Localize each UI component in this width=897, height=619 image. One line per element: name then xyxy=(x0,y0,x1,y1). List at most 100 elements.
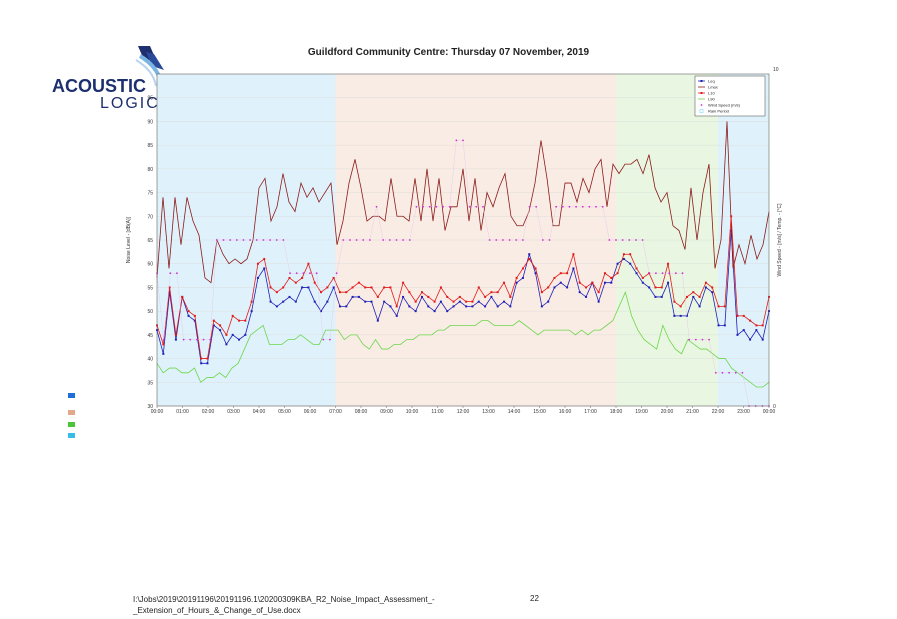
series-point xyxy=(250,300,253,303)
series-point xyxy=(711,291,714,294)
series-point xyxy=(540,291,543,294)
wind-speed-point xyxy=(222,239,225,241)
y2-tick-label: 10 xyxy=(773,67,779,73)
wind-speed-point xyxy=(588,205,591,208)
series-point xyxy=(219,329,222,332)
series-point xyxy=(162,343,165,346)
wind-speed-point xyxy=(728,371,730,374)
wind-speed-point xyxy=(482,205,484,208)
series-point xyxy=(420,291,423,294)
series-point xyxy=(181,295,184,298)
y-tick-label: 70 xyxy=(147,214,153,220)
x-tick-label: 08:00 xyxy=(355,409,368,415)
series-point xyxy=(370,300,373,303)
wind-speed-point xyxy=(615,239,617,241)
series-point xyxy=(452,300,455,303)
wind-speed-point xyxy=(568,205,571,208)
series-point xyxy=(528,257,531,260)
series-point xyxy=(477,300,480,303)
wind-speed-point xyxy=(548,239,551,241)
series-point xyxy=(370,286,373,289)
wind-speed-point xyxy=(262,239,265,241)
y-tick-label: 35 xyxy=(147,380,153,386)
series-point xyxy=(326,300,329,303)
side-marker-peach xyxy=(68,410,75,415)
wind-speed-point xyxy=(688,338,691,341)
series-point xyxy=(553,286,556,289)
wind-speed-point xyxy=(342,239,345,241)
legend-swatch-marker xyxy=(700,92,703,94)
series-point xyxy=(263,267,266,270)
wind-speed-point xyxy=(329,338,331,341)
series-point xyxy=(648,286,651,289)
series-point xyxy=(572,267,575,270)
series-point xyxy=(458,295,461,298)
series-point xyxy=(540,305,543,308)
series-point xyxy=(212,319,215,322)
series-line-leq xyxy=(156,230,770,364)
series-point xyxy=(338,291,341,294)
series-point xyxy=(364,286,367,289)
wind-speed-point xyxy=(375,205,378,208)
legend-swatch-marker xyxy=(700,80,703,82)
y-tick-label: 40 xyxy=(147,357,153,363)
series-point xyxy=(521,267,524,270)
series-point xyxy=(654,286,657,289)
series-point xyxy=(307,286,310,289)
logo-line2: LOGIC xyxy=(100,95,160,112)
wind-speed-point xyxy=(475,205,478,208)
series-point xyxy=(610,281,613,284)
x-tick-label: 00:00 xyxy=(151,409,164,415)
series-point xyxy=(269,300,272,303)
wind-speed-point xyxy=(255,239,258,241)
x-tick-label: 13:00 xyxy=(482,409,495,415)
wind-speed-point xyxy=(302,272,305,275)
series-point xyxy=(446,295,449,298)
wind-speed-point xyxy=(189,338,192,341)
series-point xyxy=(566,272,569,275)
wind-speed-point xyxy=(694,338,697,341)
wind-speed-point xyxy=(368,239,371,241)
series-point xyxy=(225,333,228,336)
series-point xyxy=(187,314,190,317)
wind-speed-point xyxy=(595,205,597,208)
series-point xyxy=(193,314,196,317)
series-point xyxy=(187,310,190,313)
series-point xyxy=(616,262,619,265)
wind-speed-point xyxy=(668,272,671,275)
series-point xyxy=(667,281,670,284)
wind-speed-point xyxy=(495,239,498,241)
x-tick-label: 22:00 xyxy=(712,409,725,415)
wind-speed-point xyxy=(508,239,511,241)
series-point xyxy=(616,272,619,275)
legend-label: L90 xyxy=(708,97,715,102)
series-point xyxy=(383,300,386,303)
wind-speed-point xyxy=(249,239,252,241)
series-point xyxy=(477,286,480,289)
series-point xyxy=(572,253,575,256)
wind-speed-point xyxy=(655,272,657,275)
footer-path-line1: I:\Jobs\2019\20191196\20191196.1\2020030… xyxy=(133,595,435,604)
series-point xyxy=(503,281,506,284)
series-point xyxy=(250,310,253,313)
side-marker-green xyxy=(68,422,75,427)
series-point xyxy=(414,300,417,303)
series-point xyxy=(736,314,739,317)
wind-speed-point xyxy=(169,272,172,275)
wind-speed-point xyxy=(455,139,458,142)
wind-speed-point xyxy=(628,239,631,241)
series-point xyxy=(692,291,695,294)
side-marker-blue xyxy=(68,393,75,398)
wind-speed-point xyxy=(355,239,358,241)
series-point xyxy=(320,291,323,294)
wind-speed-point xyxy=(422,205,424,208)
series-point xyxy=(622,257,625,260)
series-line-l10 xyxy=(156,216,770,359)
wind-speed-point xyxy=(196,338,198,341)
wind-speed-point xyxy=(535,205,538,208)
series-point xyxy=(660,286,663,289)
x-tick-label: 00:00 xyxy=(763,409,776,415)
wind-speed-point xyxy=(641,239,644,241)
series-point xyxy=(559,281,562,284)
series-point xyxy=(433,300,436,303)
